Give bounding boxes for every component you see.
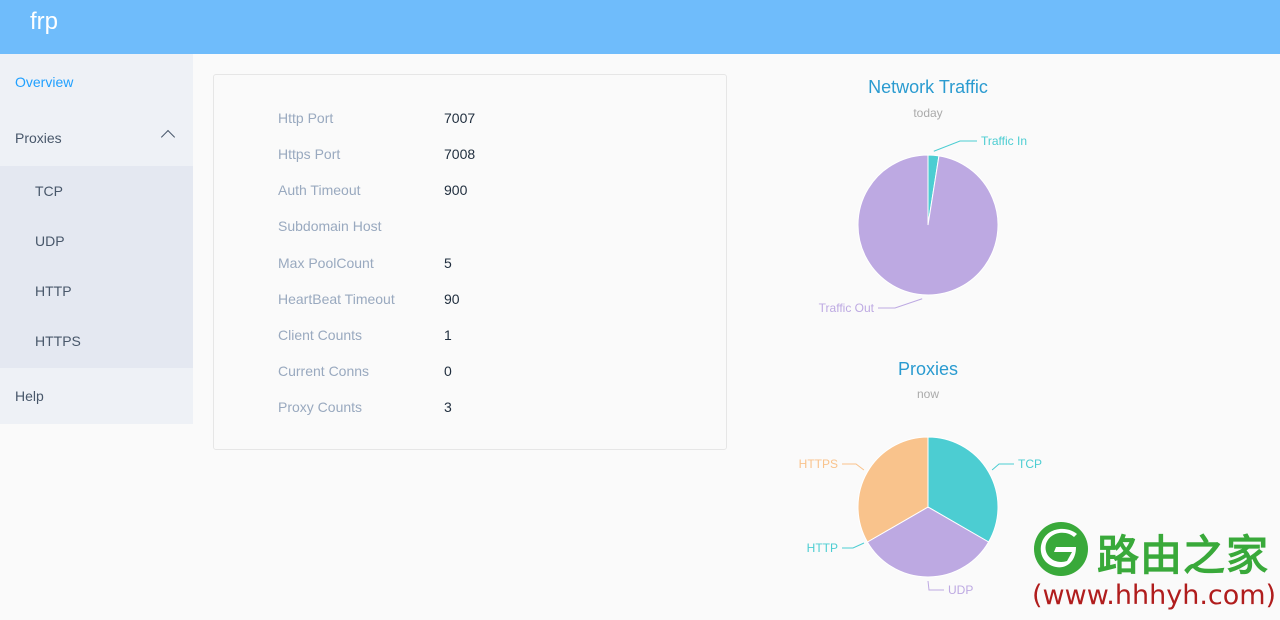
app-title[interactable]: frp xyxy=(30,8,59,35)
info-value: 3 xyxy=(444,399,452,415)
sidebar-item-overview[interactable]: Overview xyxy=(15,74,74,90)
info-value: 5 xyxy=(444,255,452,271)
info-label: Http Port xyxy=(278,110,334,126)
info-label: Current Conns xyxy=(278,363,370,379)
sidebar-item-http[interactable]: HTTP xyxy=(35,283,72,299)
pie-label-line xyxy=(842,463,865,471)
sidebar-item-proxies[interactable]: Proxies xyxy=(0,110,193,166)
pie-slice-https[interactable] xyxy=(857,436,929,543)
info-label: Max PoolCount xyxy=(278,255,374,271)
sidebar: Overview Proxies TCP UDP HTTP HTTPS Help xyxy=(0,54,193,424)
sidebar-item-label: Proxies xyxy=(15,130,62,146)
sidebar-item-help[interactable]: Help xyxy=(15,388,44,404)
info-label: Https Port xyxy=(278,146,341,162)
info-label: Client Counts xyxy=(278,327,363,343)
pie-slice-tcp[interactable] xyxy=(927,436,999,543)
pie-label: HTTP xyxy=(807,541,838,555)
proxies-chart-subtitle: now xyxy=(916,387,939,401)
info-label: Subdomain Host xyxy=(278,218,382,234)
traffic-chart-title: Network Traffic xyxy=(868,77,988,97)
info-label: HeartBeat Timeout xyxy=(278,291,395,307)
pie-label: HTTPS xyxy=(799,457,838,471)
pie-label-line xyxy=(878,298,923,309)
info-label: Proxy Counts xyxy=(278,399,363,415)
pie-label-line xyxy=(933,140,977,152)
proxies-chart-title: Proxies xyxy=(897,359,959,379)
chevron-up-icon xyxy=(160,129,176,145)
info-label: Auth Timeout xyxy=(278,182,361,198)
info-value: 90 xyxy=(444,291,460,307)
top-header: frp xyxy=(0,0,1280,54)
info-value: 7007 xyxy=(444,110,476,126)
pie-label: UDP xyxy=(948,583,973,597)
pie-label-line xyxy=(991,463,1014,471)
server-info-card: Http Port 7007 Https Port 7008 Auth Time… xyxy=(213,74,727,450)
sidebar-item-udp[interactable]: UDP xyxy=(35,233,65,249)
sidebar-item-https[interactable]: HTTPS xyxy=(35,333,81,349)
info-value: 1 xyxy=(444,327,452,343)
watermark-url: (www.hhhyh.com) xyxy=(1032,580,1277,611)
info-value: 900 xyxy=(444,182,468,198)
watermark-logo xyxy=(1034,522,1088,576)
proxies-pie-chart: TCP UDP HTTPS HTTP xyxy=(799,436,1042,597)
pie-label-line xyxy=(927,580,944,591)
pie-label-line xyxy=(842,542,865,549)
watermark-text: 路由之家 xyxy=(1097,531,1270,580)
pie-slice-traffic-out[interactable] xyxy=(857,154,999,296)
traffic-chart-subtitle: today xyxy=(913,106,943,120)
pie-label: TCP xyxy=(1018,457,1042,471)
info-value: 7008 xyxy=(444,146,476,162)
proxies-submenu: TCP UDP HTTP HTTPS xyxy=(0,166,193,368)
sidebar-item-tcp[interactable]: TCP xyxy=(35,183,63,199)
pie-label: Traffic In xyxy=(981,134,1027,148)
traffic-pie-chart: Traffic In Traffic Out xyxy=(819,134,1027,315)
pie-label: Traffic Out xyxy=(819,301,875,315)
info-value: 0 xyxy=(444,363,452,379)
